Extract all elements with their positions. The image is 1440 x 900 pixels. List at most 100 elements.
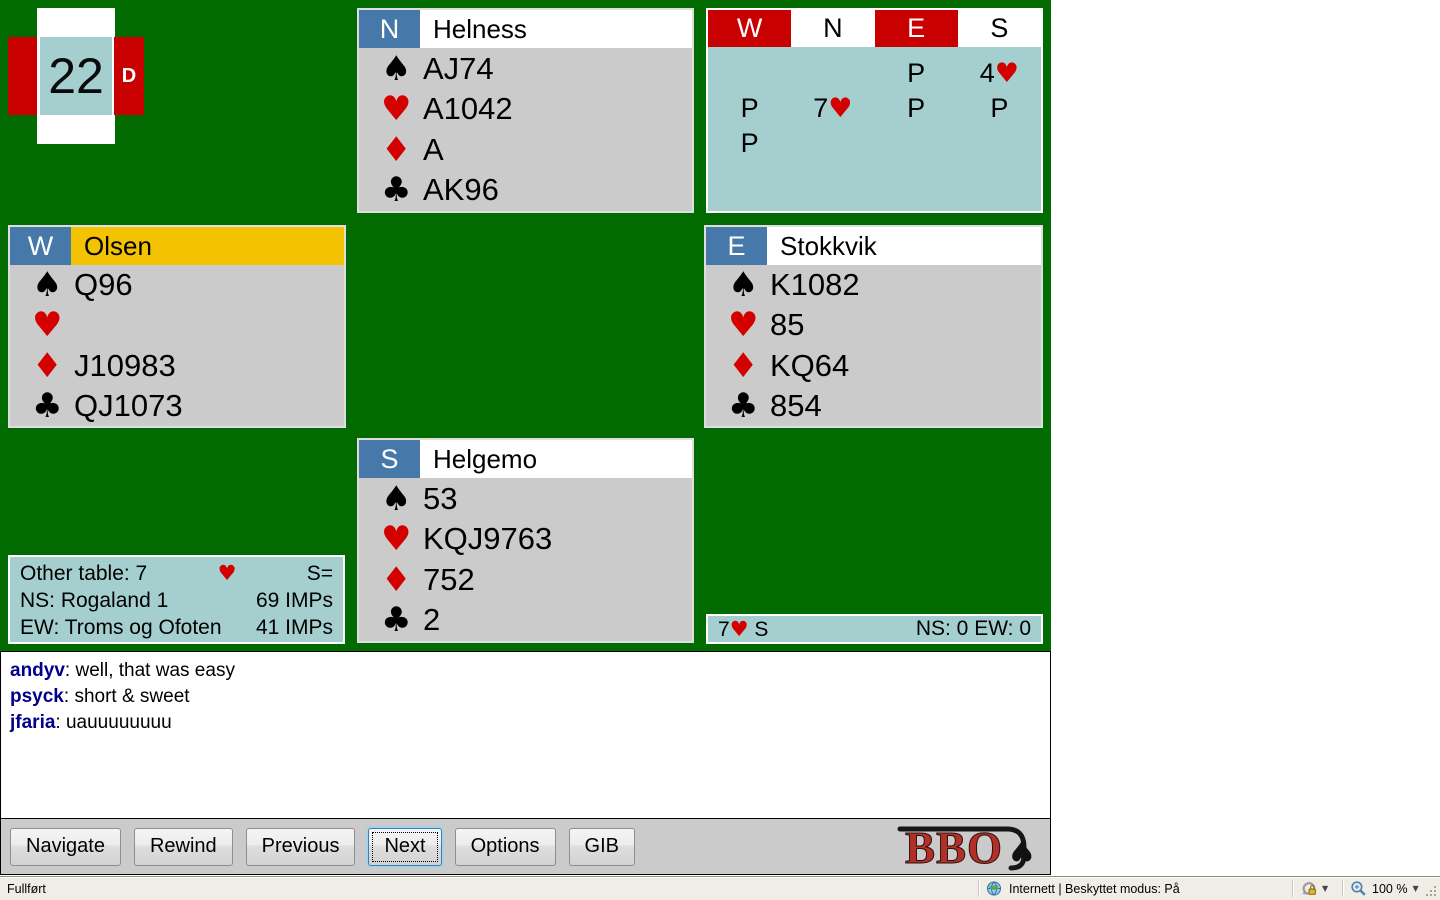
south-hand-cards: ♠ 53 ♥ KQJ9763 ♦ 752 ♣ 2 bbox=[359, 478, 692, 641]
navigate-button[interactable]: Navigate bbox=[10, 827, 121, 866]
north-diamonds-row: ♦ A bbox=[359, 130, 692, 170]
north-club-cards: AK96 bbox=[423, 172, 499, 208]
ew-team-label: EW: Troms og Ofoten bbox=[20, 616, 222, 639]
bridge-table: 22 D N Helness ♠ AJ74 ♥ A1042 ♦ A ♣ AK96 W N bbox=[0, 0, 1051, 651]
west-spade-cards: Q96 bbox=[74, 267, 133, 303]
dealer-marker: D bbox=[121, 64, 137, 87]
chat-message: psyck: short & sweet bbox=[10, 684, 1041, 710]
player-name-north[interactable]: Helness bbox=[420, 10, 692, 48]
south-diamond-cards: 752 bbox=[423, 561, 475, 597]
ns-vulnerability-bottom bbox=[37, 116, 115, 144]
bbo-logo-text: BBO bbox=[904, 823, 1004, 873]
board-number: 22 bbox=[37, 34, 115, 118]
auction-column-south: S bbox=[957, 10, 1041, 47]
ns-imps: 69 IMPs bbox=[255, 589, 333, 612]
rewind-button[interactable]: Rewind bbox=[133, 827, 233, 866]
security-zone: Internett | Beskyttet modus: På bbox=[986, 880, 1180, 897]
previous-button[interactable]: Previous bbox=[245, 827, 356, 866]
west-spades-row: ♠ Q96 bbox=[10, 265, 344, 305]
auction-header: W N E S bbox=[708, 10, 1041, 47]
north-diamond-cards: A bbox=[423, 131, 444, 167]
player-name-east[interactable]: Stokkvik bbox=[767, 227, 1041, 265]
chat-separator: : bbox=[64, 660, 76, 681]
east-spades-row: ♠ K1082 bbox=[706, 265, 1041, 305]
auction-column-east: E bbox=[874, 10, 958, 47]
bid: P bbox=[907, 93, 926, 123]
bid bbox=[875, 126, 958, 161]
resize-grip[interactable] bbox=[1425, 885, 1438, 898]
chevron-down-icon: ▼ bbox=[1412, 884, 1419, 893]
auction-column-west: W bbox=[708, 10, 792, 47]
north-hearts-row: ♥ A1042 bbox=[359, 89, 692, 129]
protection-control[interactable]: ▼ bbox=[1300, 880, 1328, 897]
east-clubs-row: ♣ 854 bbox=[706, 386, 1041, 426]
other-table-box: Other table: 7 ♥ S= NS: Rogaland 1 69 IMPs… bbox=[8, 555, 345, 644]
spade-icon: ♠ bbox=[728, 265, 759, 306]
north-heart-cards: A1042 bbox=[423, 91, 513, 127]
other-table-ns-row: NS: Rogaland 1 69 IMPs bbox=[20, 587, 333, 614]
auction-column-north: N bbox=[791, 10, 875, 47]
east-hand-cards: ♠ K1082 ♥ 85 ♦ KQ64 ♣ 854 bbox=[706, 265, 1041, 426]
bid: 7♥ bbox=[813, 93, 853, 124]
zoom-level: 100 % bbox=[1372, 881, 1408, 896]
chat-message: jfaria: uauuuuuuuu bbox=[10, 710, 1041, 736]
east-club-cards: 854 bbox=[770, 387, 822, 423]
bid bbox=[791, 56, 874, 91]
next-button[interactable]: Next bbox=[368, 827, 442, 866]
club-icon: ♣ bbox=[728, 385, 759, 426]
bid bbox=[958, 126, 1041, 161]
auction-calls: P 4♥ P 7♥ P P P bbox=[708, 47, 1041, 161]
ew-vulnerability-left bbox=[8, 37, 38, 115]
east-hearts-row: ♥ 85 bbox=[706, 305, 1041, 345]
chat-text: short & sweet bbox=[74, 686, 190, 707]
options-button[interactable]: Options bbox=[454, 827, 556, 866]
zone-text: Internett | Beskyttet modus: På bbox=[1009, 881, 1180, 896]
globe-icon bbox=[987, 881, 1001, 896]
west-club-cards: QJ1073 bbox=[74, 387, 183, 423]
separator bbox=[1292, 880, 1294, 897]
chat-text: uauuuuuuuu bbox=[65, 712, 172, 733]
chat-username: jfaria bbox=[10, 712, 56, 733]
status-bar: Fullført Internett | Beskyttet modus: På… bbox=[0, 876, 1440, 900]
bid: P bbox=[740, 128, 759, 158]
heart-icon: ♥ bbox=[32, 305, 63, 346]
ns-vulnerability-top bbox=[37, 8, 115, 36]
east-heart-cards: 85 bbox=[770, 307, 805, 343]
east-hand-panel: E Stokkvik ♠ K1082 ♥ 85 ♦ KQ64 ♣ 854 bbox=[704, 225, 1043, 428]
auction-row: P 4♥ bbox=[708, 56, 1041, 91]
contract-bar: 7♥ S NS: 0 EW: 0 bbox=[706, 614, 1043, 644]
east-spade-cards: K1082 bbox=[770, 267, 860, 303]
player-name-west[interactable]: Olsen bbox=[71, 227, 344, 265]
contract-label: 7♥ S bbox=[718, 616, 769, 641]
diamond-icon: ♦ bbox=[32, 345, 63, 386]
player-name-south[interactable]: Helgemo bbox=[420, 440, 692, 478]
south-hand-header: S Helgemo bbox=[359, 440, 692, 478]
south-hand-panel: S Helgemo ♠ 53 ♥ KQJ9763 ♦ 752 ♣ 2 bbox=[357, 438, 694, 643]
diamond-icon: ♦ bbox=[728, 345, 759, 386]
heart-icon: ♥ bbox=[381, 89, 412, 130]
bid bbox=[708, 56, 791, 91]
seat-letter-north: N bbox=[359, 10, 420, 48]
west-hand-header: W Olsen bbox=[10, 227, 344, 265]
north-hand-header: N Helness bbox=[359, 10, 692, 48]
north-spade-cards: AJ74 bbox=[423, 50, 494, 86]
bid: P bbox=[907, 58, 926, 88]
spade-icon: ♠ bbox=[381, 478, 412, 519]
south-spade-cards: 53 bbox=[423, 480, 458, 516]
west-hearts-row: ♥ bbox=[10, 305, 344, 345]
gib-button[interactable]: GIB bbox=[568, 827, 635, 866]
club-icon: ♣ bbox=[381, 600, 412, 641]
west-diamonds-row: ♦ J10983 bbox=[10, 346, 344, 386]
bid: 4♥ bbox=[979, 58, 1019, 89]
spade-icon: ♠ bbox=[1007, 834, 1037, 873]
diamond-icon: ♦ bbox=[381, 559, 412, 600]
south-heart-cards: KQJ9763 bbox=[423, 521, 553, 557]
chat-panel[interactable]: andyv: well, that was easy psyck: short … bbox=[0, 651, 1051, 819]
logo-curve bbox=[897, 826, 1027, 871]
bid: P bbox=[990, 93, 1009, 123]
zoom-control[interactable]: 100 % ▼ bbox=[1350, 880, 1419, 897]
other-table-title: Other table: 7 ♥ S= bbox=[20, 561, 333, 585]
south-club-cards: 2 bbox=[423, 602, 441, 638]
east-diamonds-row: ♦ KQ64 bbox=[706, 346, 1041, 386]
